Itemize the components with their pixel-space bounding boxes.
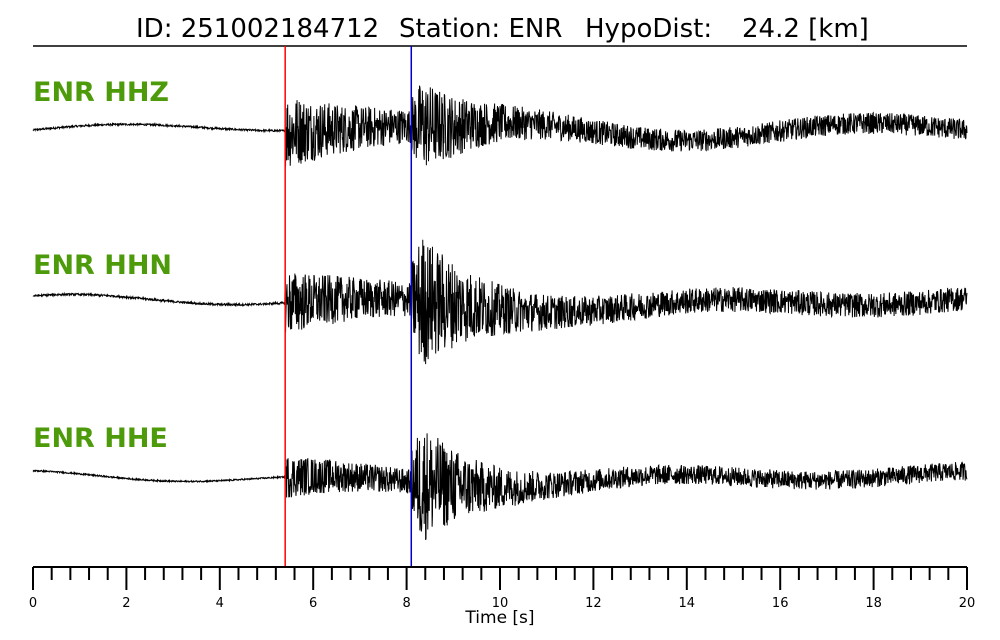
plot-title: ID: 251002184712 Station: ENR HypoDist: …	[136, 14, 869, 44]
title-event-id: ID: 251002184712	[136, 14, 379, 44]
x-tick-label: 8	[402, 596, 410, 611]
x-tick-label: 20	[959, 596, 976, 611]
title-hypodist-label: HypoDist:	[585, 14, 712, 44]
waveform-traces	[32, 85, 968, 541]
title-station: Station: ENR	[399, 14, 562, 44]
x-tick-label: 10	[492, 596, 509, 611]
phase-pick-lines	[284, 46, 413, 567]
waveform-hhz	[32, 85, 968, 167]
x-tick-label: 16	[772, 596, 789, 611]
x-tick-label: 12	[585, 596, 602, 611]
trace-label-hhn: ENR HHN	[33, 250, 172, 281]
x-tick-label: 6	[309, 596, 317, 611]
x-tick-label: 4	[216, 596, 224, 611]
title-hypodist-value: 24.2 [km]	[742, 14, 869, 44]
trace-label-hhe: ENR HHE	[33, 423, 168, 454]
x-tick-label: 2	[122, 596, 130, 611]
waveform-hhn	[32, 239, 968, 365]
x-tick-label: 18	[865, 596, 882, 611]
time-axis-label: Time [s]	[464, 608, 534, 628]
x-tick-label: 0	[29, 596, 37, 611]
time-axis: 0 2 4 6 8 10 12 14 16 18 20	[29, 566, 976, 611]
trace-label-hhz: ENR HHZ	[33, 77, 169, 108]
x-tick-label: 14	[679, 596, 696, 611]
waveform-hhe	[32, 433, 968, 541]
